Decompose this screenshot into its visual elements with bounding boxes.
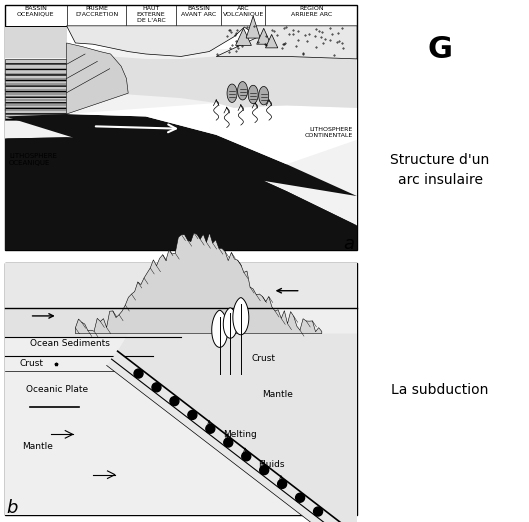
Text: Ocean Sediments: Ocean Sediments bbox=[30, 339, 110, 348]
Bar bbox=[5, 263, 357, 515]
Bar bbox=[5, 263, 357, 309]
Polygon shape bbox=[257, 28, 271, 44]
Circle shape bbox=[314, 507, 323, 516]
Polygon shape bbox=[76, 233, 322, 334]
Text: a: a bbox=[343, 235, 354, 253]
Polygon shape bbox=[233, 298, 249, 335]
Polygon shape bbox=[67, 54, 357, 114]
Text: HAUT
EXTERNE
DE L'ARC: HAUT EXTERNE DE L'ARC bbox=[136, 6, 166, 22]
Circle shape bbox=[242, 452, 251, 461]
Text: LITHOSPHERE
OCEANIQUE: LITHOSPHERE OCEANIQUE bbox=[9, 153, 57, 166]
Bar bbox=[5, 49, 357, 250]
Text: PRISME
D'ACCRETION: PRISME D'ACCRETION bbox=[75, 6, 118, 17]
Circle shape bbox=[188, 410, 197, 420]
Circle shape bbox=[206, 424, 215, 433]
Circle shape bbox=[260, 466, 269, 474]
Text: LITHOSPHERE
CONTINENTALE: LITHOSPHERE CONTINENTALE bbox=[305, 127, 353, 138]
Polygon shape bbox=[107, 351, 357, 522]
Text: Crust: Crust bbox=[19, 359, 43, 369]
Text: G: G bbox=[427, 35, 452, 65]
Polygon shape bbox=[212, 310, 227, 348]
Polygon shape bbox=[248, 85, 258, 104]
Polygon shape bbox=[223, 308, 238, 338]
Text: b: b bbox=[6, 499, 17, 517]
Text: Crust: Crust bbox=[251, 354, 276, 363]
Circle shape bbox=[278, 479, 287, 489]
Text: ARC
VOLCANIQUE: ARC VOLCANIQUE bbox=[223, 6, 264, 17]
Text: REGION
ARRIERE ARC: REGION ARRIERE ARC bbox=[290, 6, 332, 17]
Text: La subduction: La subduction bbox=[391, 383, 489, 397]
Text: Mantle: Mantle bbox=[262, 389, 293, 398]
Circle shape bbox=[296, 493, 305, 502]
Polygon shape bbox=[67, 43, 128, 114]
Polygon shape bbox=[259, 87, 269, 105]
Polygon shape bbox=[235, 28, 251, 45]
Circle shape bbox=[134, 369, 143, 378]
Polygon shape bbox=[246, 16, 260, 38]
Polygon shape bbox=[5, 137, 357, 250]
Circle shape bbox=[224, 438, 233, 447]
Text: Structure d'un
arc insulaire: Structure d'un arc insulaire bbox=[390, 153, 490, 187]
Polygon shape bbox=[67, 103, 357, 164]
Circle shape bbox=[170, 397, 179, 406]
Polygon shape bbox=[5, 114, 357, 226]
Polygon shape bbox=[227, 84, 237, 102]
Bar bbox=[5, 5, 357, 250]
Bar bbox=[5, 263, 357, 515]
Polygon shape bbox=[238, 81, 248, 100]
Text: BASSIN
OCEANIQUE: BASSIN OCEANIQUE bbox=[17, 6, 54, 17]
Text: Melting: Melting bbox=[223, 430, 257, 439]
Text: Fluids: Fluids bbox=[259, 460, 285, 469]
Polygon shape bbox=[67, 26, 357, 59]
Bar bbox=[5, 26, 67, 57]
Polygon shape bbox=[117, 334, 357, 522]
Text: Mantle: Mantle bbox=[23, 443, 53, 452]
Polygon shape bbox=[266, 34, 278, 48]
Bar bbox=[5, 59, 67, 120]
Text: BASSIN
AVANT ARC: BASSIN AVANT ARC bbox=[181, 6, 216, 17]
Circle shape bbox=[152, 383, 161, 392]
Bar bbox=[5, 309, 181, 337]
Text: Oceanic Plate: Oceanic Plate bbox=[26, 385, 88, 394]
